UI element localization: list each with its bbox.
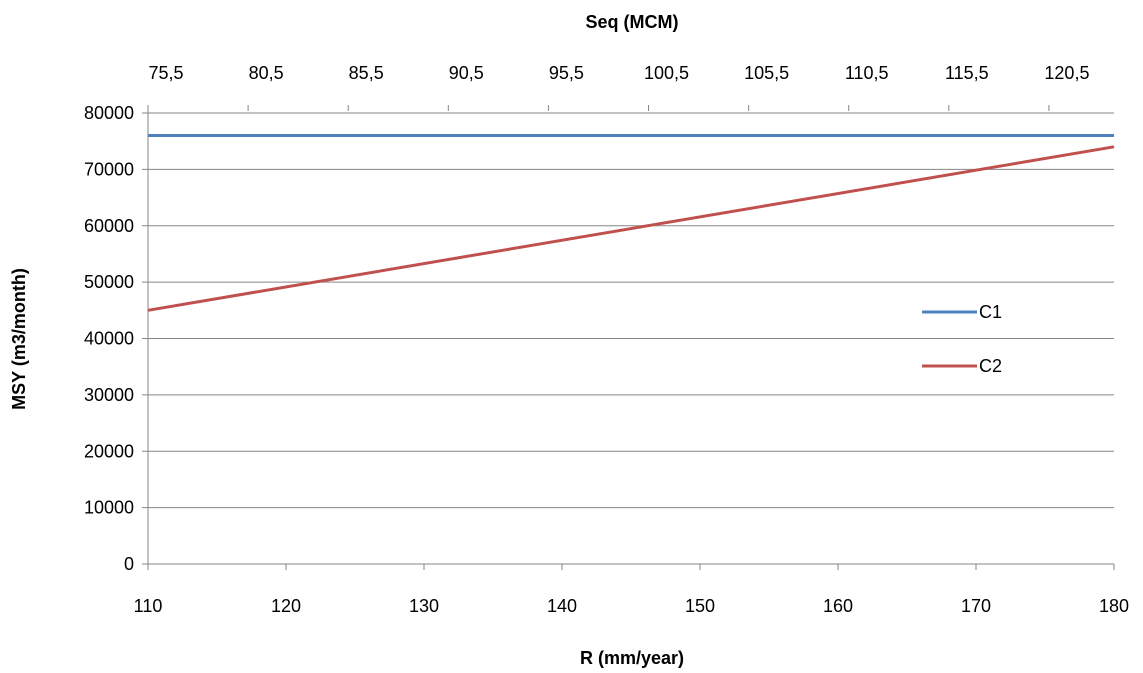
x-tick-label: 180 [1099, 596, 1129, 616]
x2-tick-label: 80,5 [249, 63, 284, 83]
y-tick-label: 80000 [84, 103, 134, 123]
y-tick-label: 30000 [84, 385, 134, 405]
x-tick-label: 120 [271, 596, 301, 616]
tick-labels: 0 10000 20000 30000 40000 50000 60000 70000 8000… [84, 63, 1129, 616]
x2-tick-label: 120,5 [1044, 63, 1089, 83]
legend-label-c1: C1 [979, 302, 1002, 322]
x2-tick-label: 115,5 [945, 63, 989, 83]
x-tick-label: 150 [685, 596, 715, 616]
x-tick-label: 110 [134, 596, 163, 616]
y-axis-title: MSY (m3/month) [9, 268, 29, 410]
y-tick-label: 50000 [84, 272, 134, 292]
x2-tick-label: 90,5 [449, 63, 484, 83]
y-tick-label: 0 [124, 554, 134, 574]
y-tick-label: 70000 [84, 159, 134, 179]
x2-tick-label: 110,5 [845, 63, 889, 83]
x2-tick-label: 105,5 [744, 63, 789, 83]
x2-tick-label: 95,5 [549, 63, 584, 83]
x-axis-title: R (mm/year) [580, 648, 684, 668]
y-tick-label: 20000 [84, 441, 134, 461]
y-tick-label: 10000 [84, 498, 134, 518]
y-tick-label: 40000 [84, 329, 134, 349]
axes [142, 105, 1115, 570]
y-tick-label: 60000 [84, 216, 134, 236]
x2-tick-label: 100,5 [644, 63, 689, 83]
x2-axis-title: Seq (MCM) [586, 12, 679, 32]
x2-tick-label: 75,5 [148, 63, 183, 83]
series-line-c2 [147, 145, 1115, 312]
series-lines [147, 134, 1115, 312]
x-tick-label: 140 [547, 596, 577, 616]
legend: C1 C2 [922, 302, 1002, 376]
x2-tick-label: 85,5 [349, 63, 384, 83]
x-tick-label: 130 [409, 596, 439, 616]
legend-label-c2: C2 [979, 356, 1002, 376]
x-tick-label: 170 [961, 596, 991, 616]
x-tick-label: 160 [823, 596, 853, 616]
